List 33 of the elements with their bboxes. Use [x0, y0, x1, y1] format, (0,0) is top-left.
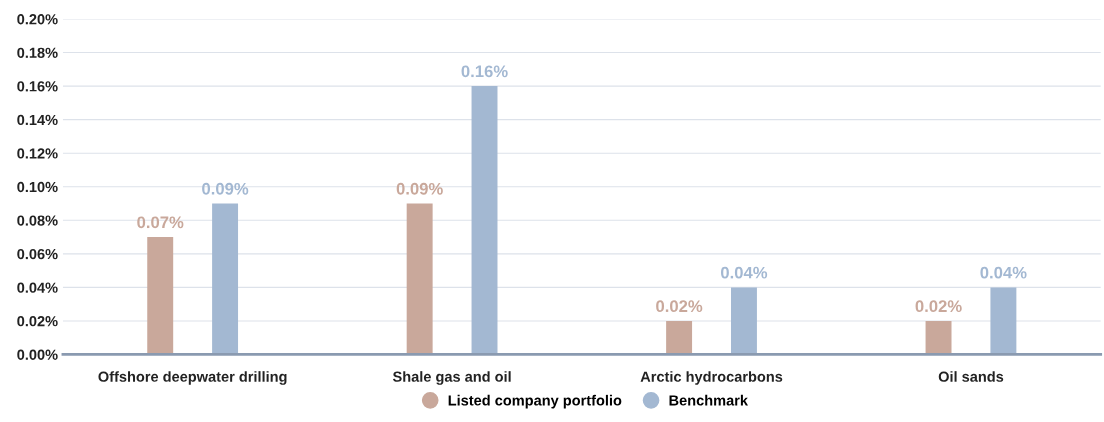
bar: [666, 320, 693, 355]
legend-label: Listed company portfolio: [448, 394, 622, 409]
x-tick-label: Offshore deepwater drilling: [98, 371, 287, 385]
y-tick-label: 0.04%: [17, 282, 58, 293]
data-label: 0.16%: [461, 65, 508, 78]
data-label: 0.04%: [720, 266, 768, 279]
y-tick-label: 0.08%: [17, 215, 58, 226]
data-label: 0.07%: [137, 216, 184, 229]
y-tick-label: 0.10%: [17, 181, 58, 193]
y-tick-label: 0.02%: [17, 316, 58, 327]
bar: [406, 203, 433, 355]
bar: [730, 287, 757, 355]
bar: [925, 320, 952, 355]
y-tick-label: 0.00%: [17, 349, 58, 360]
data-label: 0.09%: [396, 182, 443, 195]
y-tick-label: 0.20%: [17, 14, 58, 25]
x-tick-label: Shale gas and oil: [392, 371, 511, 385]
bar: [990, 287, 1017, 355]
y-tick-label: 0.12%: [17, 148, 58, 159]
y-tick-label: 0.14%: [17, 114, 58, 126]
legend-label: Benchmark: [669, 394, 749, 406]
y-tick-label: 0.18%: [17, 47, 58, 58]
x-tick-label: Arctic hydrocarbons: [640, 371, 783, 385]
bar: [147, 237, 174, 355]
data-label: 0.09%: [202, 182, 249, 195]
data-label: 0.04%: [980, 266, 1027, 279]
x-tick-label: Oil sands: [938, 371, 1004, 382]
y-tick-label: 0.16%: [17, 81, 58, 92]
data-label: 0.02%: [915, 300, 962, 313]
bar: [471, 86, 498, 355]
y-tick-label: 0.06%: [17, 248, 58, 260]
data-label: 0.02%: [656, 300, 703, 313]
bar: [212, 203, 239, 355]
